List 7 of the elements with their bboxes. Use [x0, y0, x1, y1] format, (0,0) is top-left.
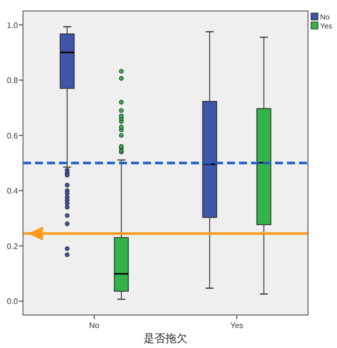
y-tick-label: 0.0 [6, 297, 19, 306]
y-tick-label: 1.0 [6, 20, 19, 30]
x-axis-title: 是否拖欠 [144, 333, 188, 345]
y-tick-label: 0.4 [6, 186, 19, 196]
y-tick-label: 0.8 [6, 76, 19, 86]
y-tick-label: 0.6 [6, 131, 19, 140]
y-tick-label: 0.2 [6, 242, 19, 251]
